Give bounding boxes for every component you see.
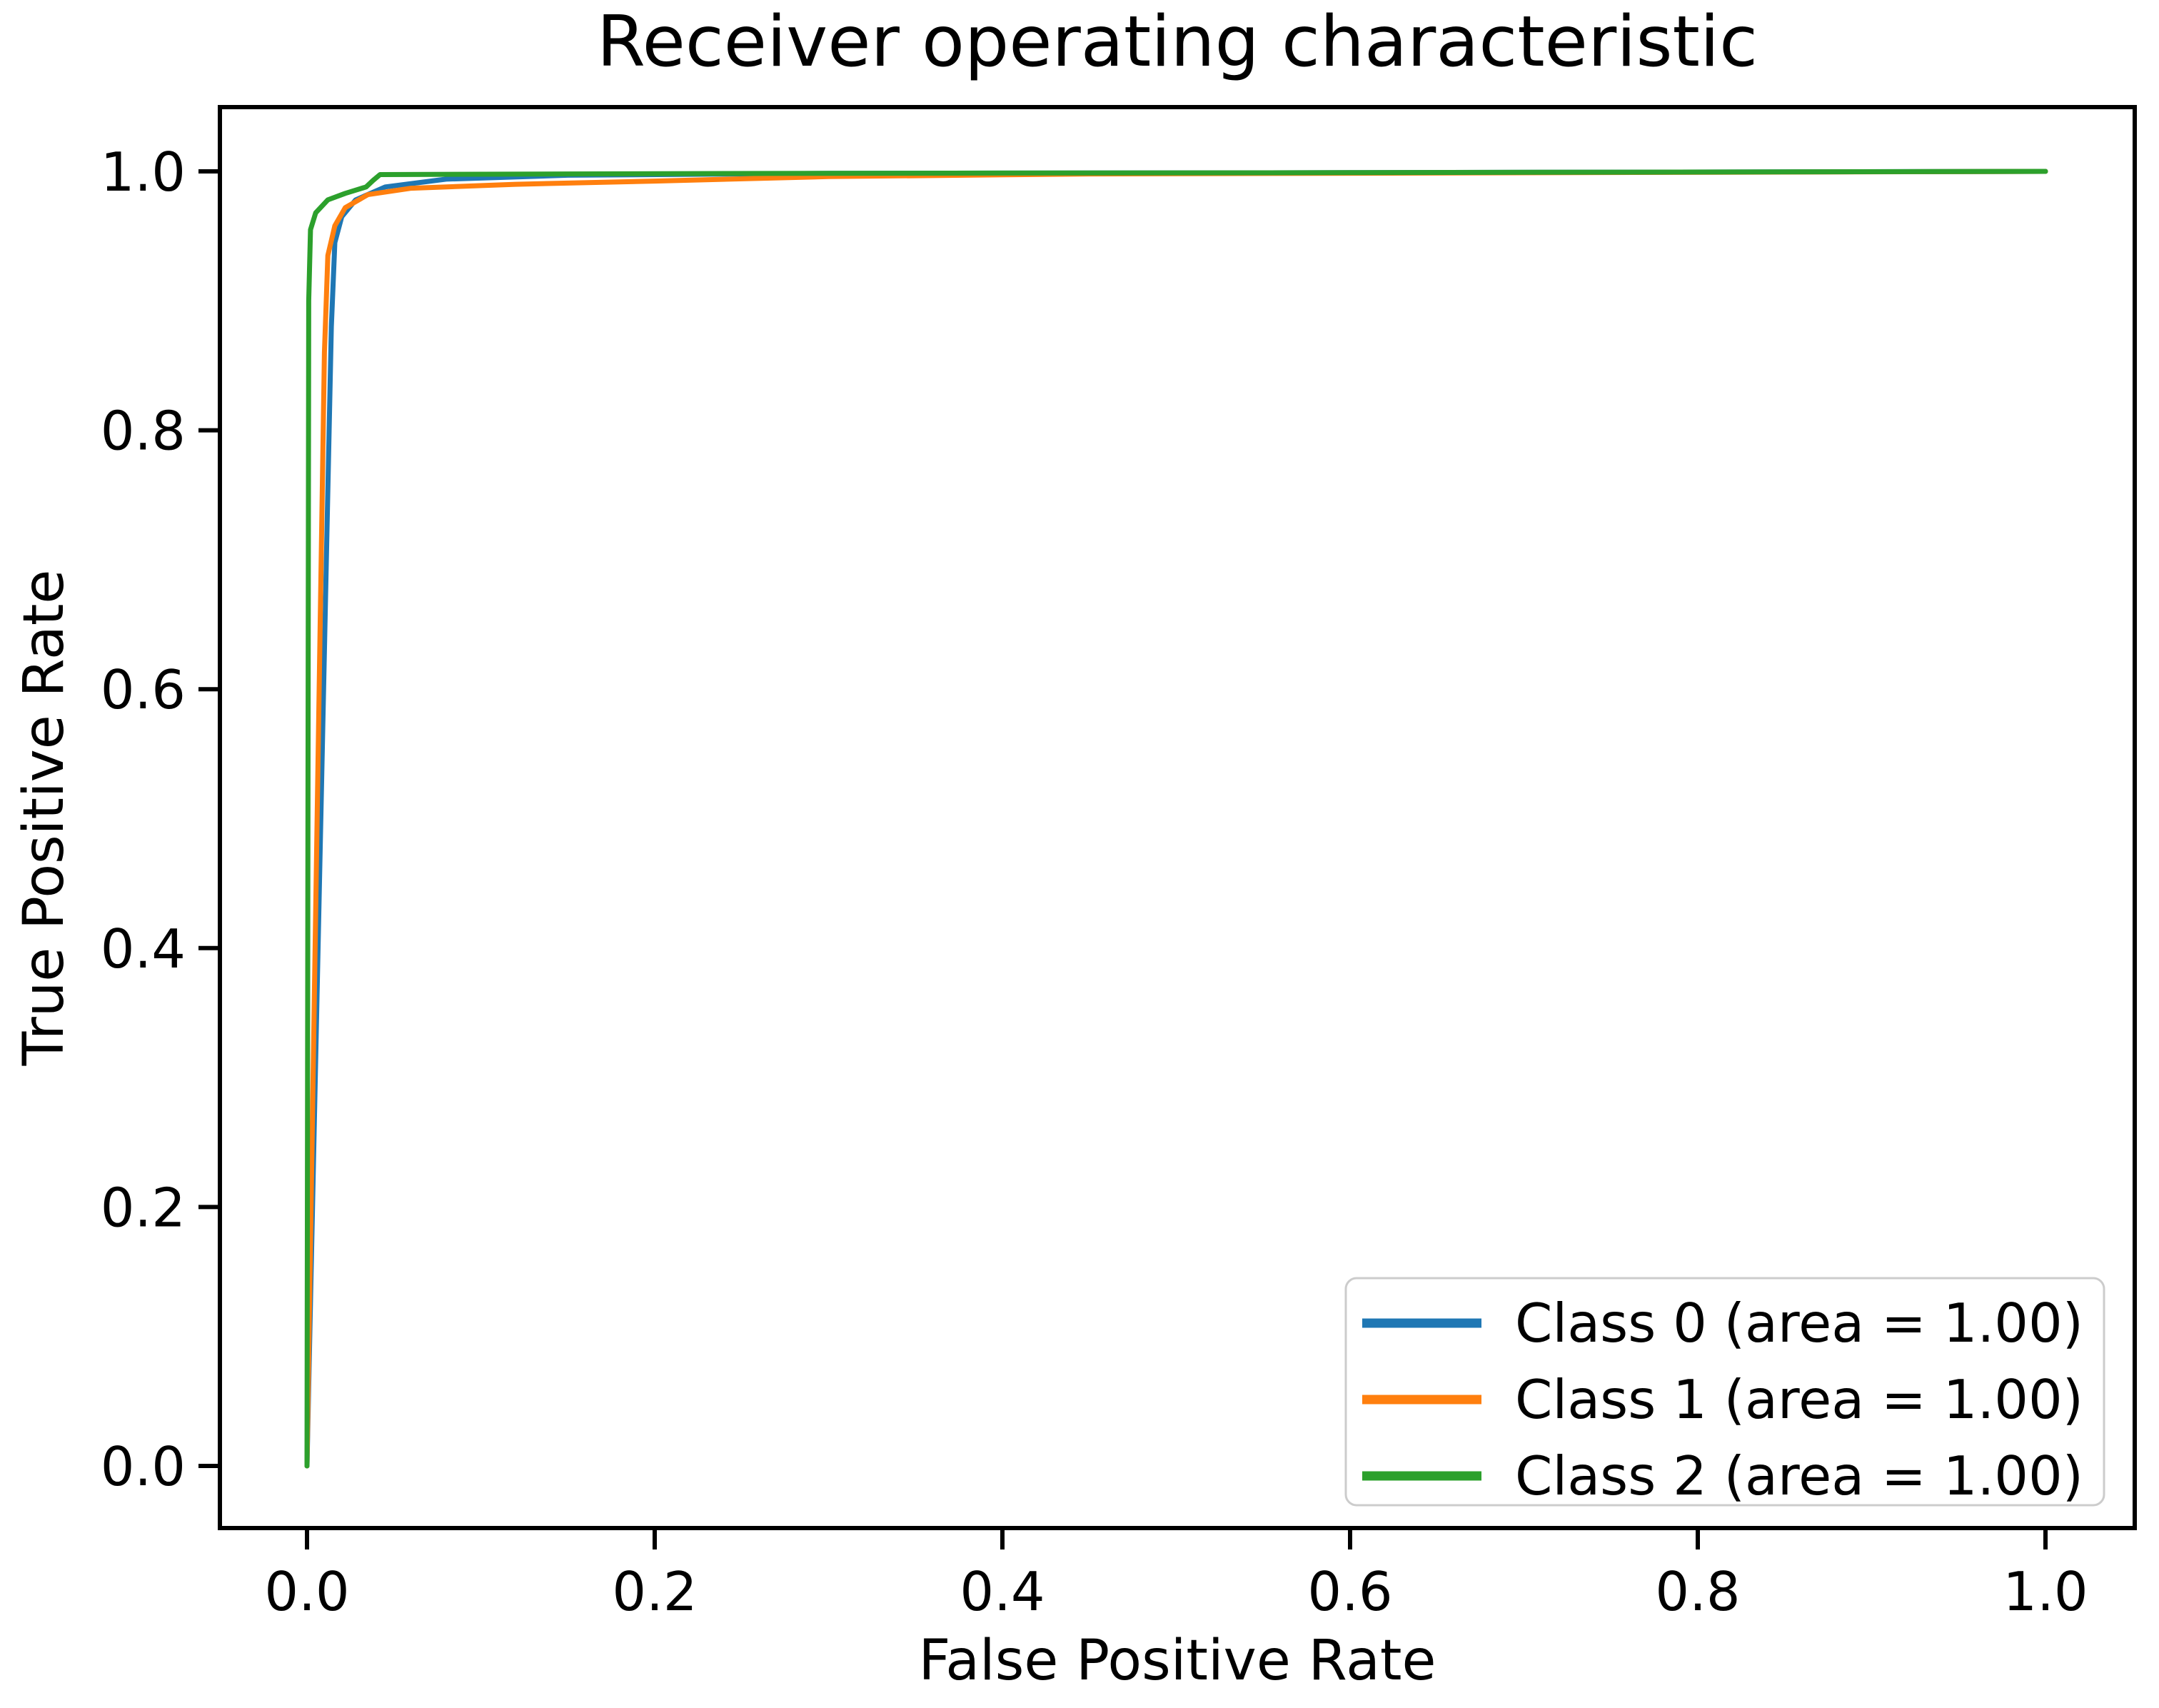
roc-curves — [304, 169, 2048, 1469]
y-tick-label-0.8: 0.8 — [101, 400, 186, 463]
legend-label-class-2: Class 2 (area = 1.00) — [1515, 1445, 2083, 1507]
legend-label-class-0: Class 0 (area = 1.00) — [1515, 1292, 2083, 1355]
roc-curve-class-0 — [304, 169, 2048, 1469]
chart-title: Receiver operating characteristic — [597, 1, 1758, 83]
legend: Class 0 (area = 1.00) Class 1 (area = 1.0… — [1344, 1277, 2105, 1507]
x-tick-label-0.0: 0.0 — [264, 1560, 349, 1623]
x-axis-label: False Positive Rate — [919, 1629, 1436, 1693]
roc-curve-class-1 — [304, 169, 2048, 1469]
x-tick-label-0.8: 0.8 — [1655, 1560, 1740, 1623]
x-tick-label-0.6: 0.6 — [1307, 1560, 1392, 1623]
y-tick-label-0.2: 0.2 — [101, 1176, 186, 1239]
legend-label-class-1: Class 1 (area = 1.00) — [1515, 1368, 2083, 1431]
x-tick-label-0.2: 0.2 — [612, 1560, 697, 1623]
y-tick-label-0.4: 0.4 — [101, 918, 186, 980]
plot-area-frame — [218, 105, 2137, 1530]
legend-box — [1344, 1277, 2105, 1507]
y-axis-label: True Positive Rate — [12, 570, 76, 1067]
axis-ticks: 0.0 0.2 0.4 0.6 0.8 1.0 0.0 0.2 0.4 0.6 0.8 1.0 — [101, 141, 2088, 1623]
y-tick-label-0.6: 0.6 — [101, 658, 186, 721]
x-tick-label-0.4: 0.4 — [960, 1560, 1045, 1623]
x-tick-label-1.0: 1.0 — [2003, 1560, 2088, 1623]
y-tick-label-1.0: 1.0 — [101, 141, 186, 204]
roc-curve-class-2 — [304, 169, 2048, 1469]
y-tick-label-0.0: 0.0 — [101, 1435, 186, 1498]
